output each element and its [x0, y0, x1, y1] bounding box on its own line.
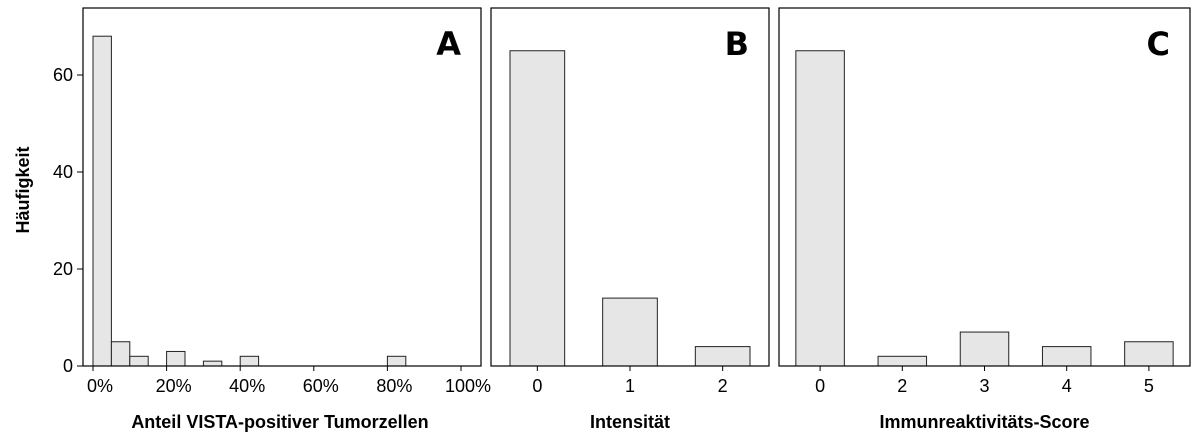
y-axis: 0 20 40 60	[53, 65, 83, 376]
histogram-bar	[239, 355, 260, 367]
x-tick-label: 100%	[445, 376, 491, 396]
panel-frame	[82, 7, 482, 367]
bar	[959, 331, 1010, 367]
panel-label: C	[1147, 25, 1170, 63]
chart-panels: 0% 20% 40% 60% 80% 100% A Anteil VISTA-positive…	[82, 7, 1191, 432]
histogram-bar	[202, 360, 223, 367]
x-tick-label: 0%	[87, 376, 113, 396]
x-tick-label: 3	[979, 376, 989, 396]
bar	[1041, 346, 1092, 367]
y-tick-label: 60	[53, 65, 73, 85]
x-tick-label: 40%	[229, 376, 265, 396]
x-tick-label: 0	[532, 376, 542, 396]
panel-a: 0% 20% 40% 60% 80% 100% A Anteil VISTA-positive…	[82, 7, 491, 432]
histogram-bar	[92, 35, 112, 367]
panel-label: B	[725, 25, 749, 63]
histogram-bar	[166, 350, 186, 367]
x-tick-label: 1	[625, 376, 635, 396]
bar	[1124, 341, 1174, 367]
bar	[795, 50, 845, 367]
x-tick-label: 0	[815, 376, 825, 396]
bar	[602, 297, 658, 367]
y-tick-label: 0	[63, 356, 73, 376]
histogram-bar	[129, 355, 149, 367]
x-axis-title: Immunreaktivitäts-Score	[879, 412, 1089, 432]
histogram-bar	[110, 341, 131, 367]
x-tick-label: 2	[897, 376, 907, 396]
x-tick-label: 4	[1062, 376, 1072, 396]
y-axis-title: Häufigkeit	[13, 146, 33, 233]
x-tick-label: 2	[718, 376, 728, 396]
x-tick-label: 60%	[303, 376, 339, 396]
bar	[694, 346, 751, 367]
bar	[509, 50, 566, 367]
bar	[877, 355, 928, 367]
x-axis-title: Anteil VISTA-positiver Tumorzellen	[131, 412, 428, 432]
x-tick-label: 20%	[156, 376, 192, 396]
y-tick-label: 20	[53, 259, 73, 279]
histogram-bar	[386, 355, 407, 367]
panel-frame	[490, 7, 770, 367]
panel-label: A	[436, 25, 461, 63]
x-tick-label: 5	[1144, 376, 1154, 396]
x-tick-label: 80%	[376, 376, 412, 396]
panel-b: 0 1 2 B Intensität	[490, 7, 770, 432]
x-axis-title: Intensität	[590, 412, 670, 432]
panel-frame	[778, 7, 1191, 367]
y-tick-label: 40	[53, 162, 73, 182]
panel-c: 0 2 3 4 5 C Immunreaktivitäts-Score	[778, 7, 1191, 432]
